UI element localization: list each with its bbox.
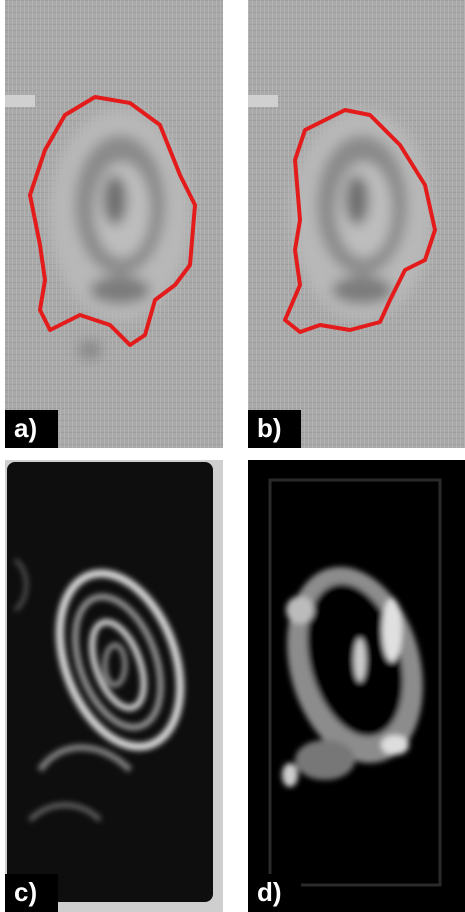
figure: a) b) c) xyxy=(0,0,465,912)
panel-label: a) xyxy=(14,413,37,443)
panel-d-image xyxy=(248,460,465,912)
panel-c-image xyxy=(5,460,223,912)
panel-a-image xyxy=(5,0,223,448)
panel-label: b) xyxy=(257,413,282,443)
page: a) b) c) xyxy=(0,0,465,912)
panel-b-image xyxy=(248,0,465,448)
panel-label: c) xyxy=(14,877,37,907)
panel-label: d) xyxy=(257,877,282,907)
